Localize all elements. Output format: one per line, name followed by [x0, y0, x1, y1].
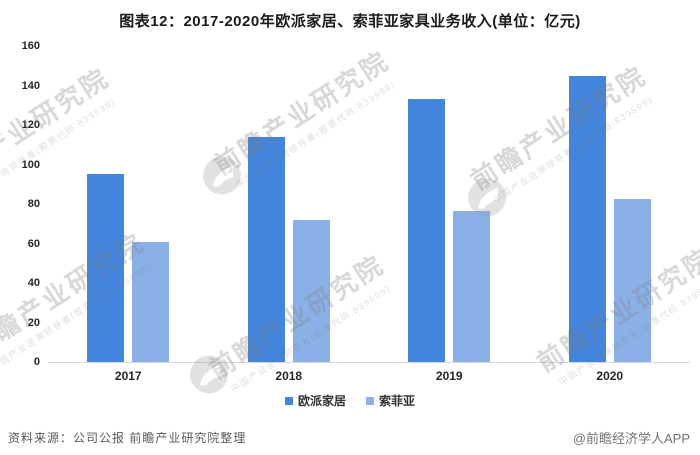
x-tick-label: 2018	[275, 369, 303, 383]
y-tick-label: 120	[21, 119, 40, 131]
legend-swatch-icon	[284, 396, 293, 405]
bar-索菲亚-2017	[132, 241, 170, 362]
y-tick-label: 160	[21, 40, 40, 52]
bar-group-2019: 2019	[369, 46, 530, 383]
bar-索菲亚-2020	[613, 199, 651, 362]
bar-欧派家居-2019	[408, 99, 446, 362]
y-tick-label: 60	[27, 237, 40, 250]
y-tick-label: 80	[27, 198, 40, 210]
y-tick-label: 20	[27, 316, 40, 329]
legend-swatch-icon	[366, 396, 374, 405]
y-tick-label: 0	[33, 356, 40, 368]
legend-label: 欧派家居	[297, 394, 346, 408]
bar-group-2018: 2018	[209, 46, 370, 383]
plot-area: 2017 2018 2019 2020	[48, 46, 691, 383]
credit-note: @前瞻经济学人APP	[572, 431, 690, 446]
bar-索菲亚-2018	[292, 219, 330, 362]
legend-item-欧派家居: 欧派家居	[284, 392, 346, 409]
y-tick-label: 140	[21, 79, 40, 92]
legend-label: 索菲亚	[379, 394, 416, 408]
bar-欧派家居-2018	[247, 136, 285, 362]
bar-欧派家居-2017	[87, 174, 125, 362]
x-tick-label: 2020	[596, 369, 624, 383]
bar-group-2017: 2017	[48, 46, 209, 383]
bar-欧派家居-2020	[568, 75, 606, 362]
x-tick-label: 2019	[435, 369, 463, 383]
chart-title: 图表12：2017-2020年欧派家居、索菲亚家具业务收入(单位：亿元)	[119, 13, 581, 30]
legend: 欧派家居 索菲亚	[0, 392, 700, 409]
y-tick-label: 40	[27, 277, 40, 289]
bar-索菲亚-2019	[453, 210, 491, 362]
source-note: 资料来源：公司公报 前瞻产业研究院整理	[8, 431, 247, 445]
legend-item-索菲亚: 索菲亚	[366, 392, 415, 409]
x-tick-label: 2017	[114, 369, 142, 383]
bar-group-2020: 2020	[530, 46, 691, 383]
y-tick-label: 100	[21, 158, 40, 171]
